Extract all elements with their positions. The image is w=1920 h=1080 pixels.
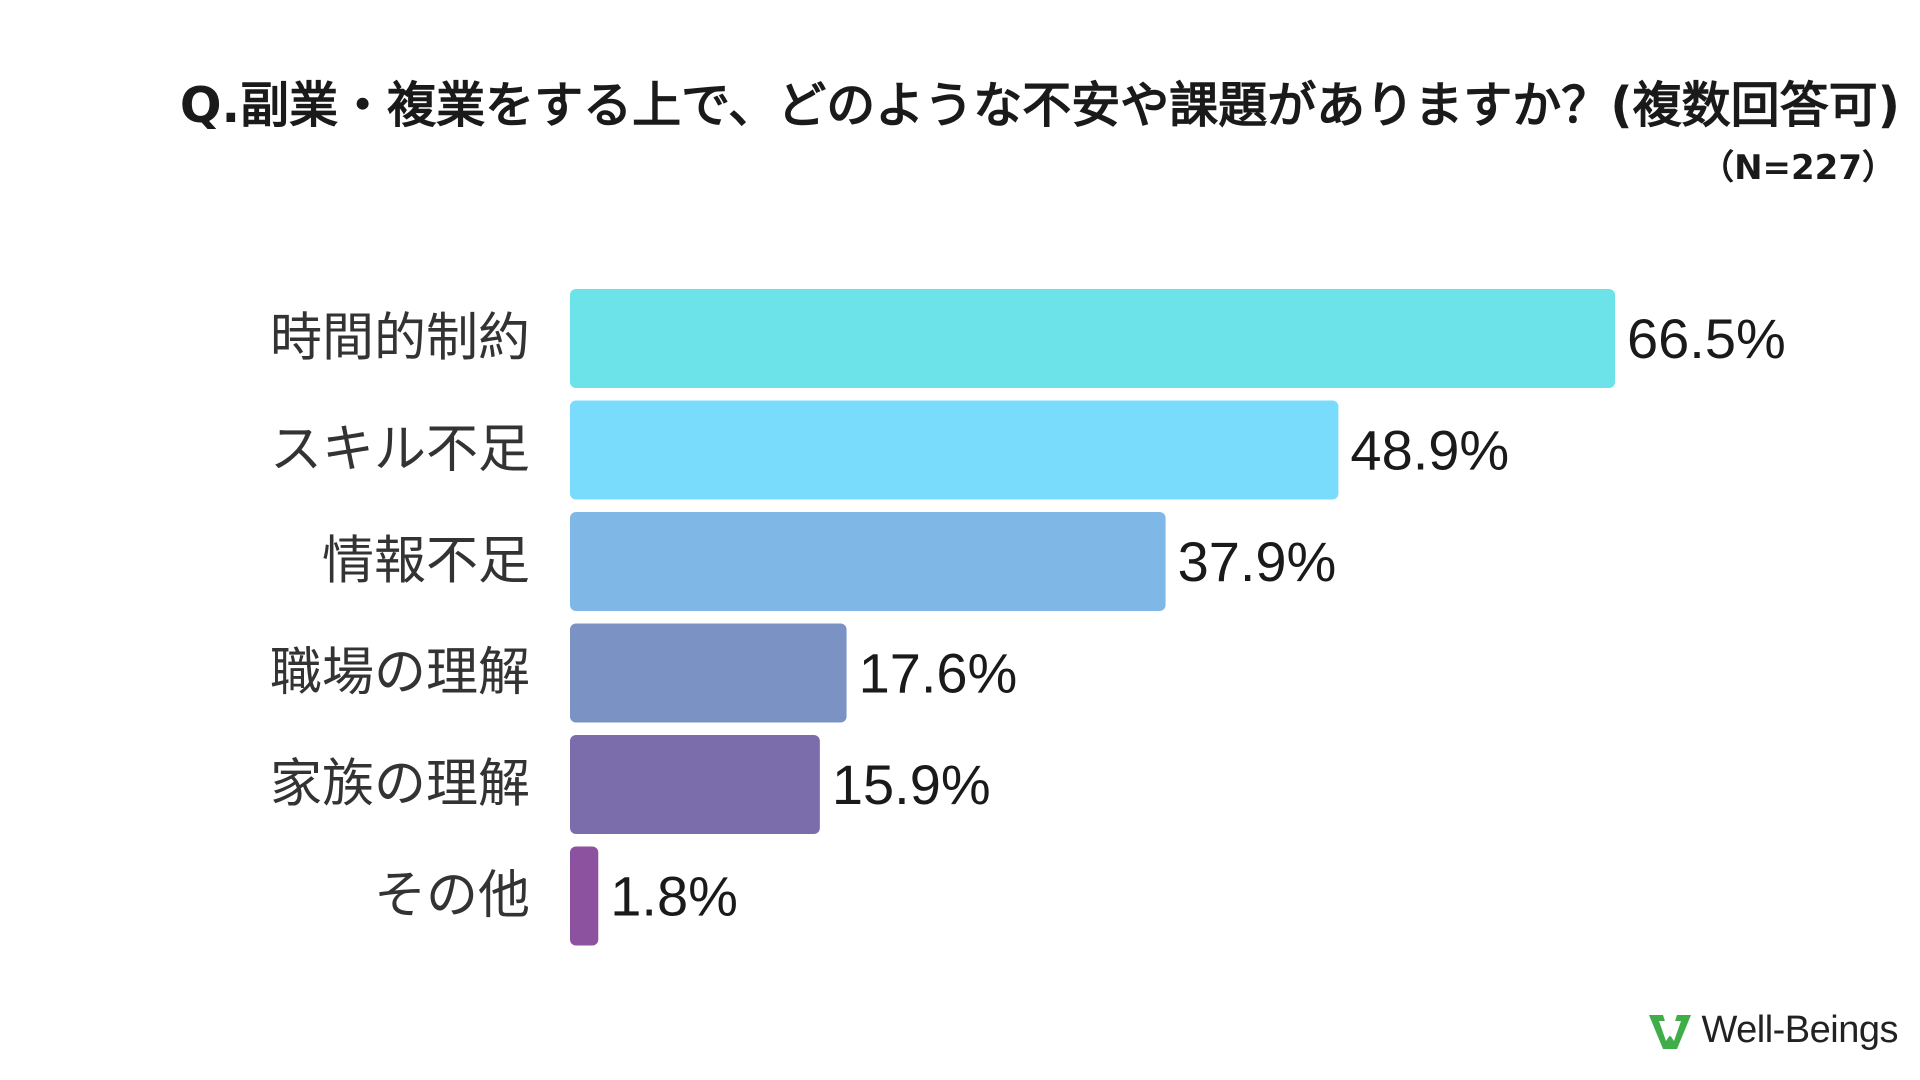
value-label: 37.9% xyxy=(1178,530,1337,593)
value-label: 66.5% xyxy=(1627,307,1786,370)
sample-size-label: （N=227） xyxy=(1700,148,1896,188)
bar xyxy=(570,623,847,723)
category-label: 職場の理解 xyxy=(270,643,530,703)
bar xyxy=(570,400,1339,500)
bar xyxy=(570,512,1166,611)
value-label: 1.8% xyxy=(610,865,738,928)
bar xyxy=(570,846,599,946)
category-label: スキル不足 xyxy=(270,420,530,480)
brand-name: Well-Beings xyxy=(1701,1009,1898,1051)
category-label: 家族の理解 xyxy=(270,755,530,815)
bar xyxy=(570,289,1615,388)
category-label: 情報不足 xyxy=(322,532,530,592)
well-beings-logo-icon xyxy=(1649,1014,1692,1049)
chart-title: Q.副業・複業をする上で、どのような不安や課題がありますか？(複数回答可) xyxy=(179,77,1900,134)
brand-logo: Well-Beings xyxy=(1647,1009,1898,1052)
category-label: その他 xyxy=(374,866,530,926)
value-label: 15.9% xyxy=(832,753,991,816)
value-label: 48.9% xyxy=(1350,419,1509,482)
bar xyxy=(570,735,820,834)
value-label: 17.6% xyxy=(859,642,1018,705)
category-label: 時間的制約 xyxy=(270,309,530,369)
